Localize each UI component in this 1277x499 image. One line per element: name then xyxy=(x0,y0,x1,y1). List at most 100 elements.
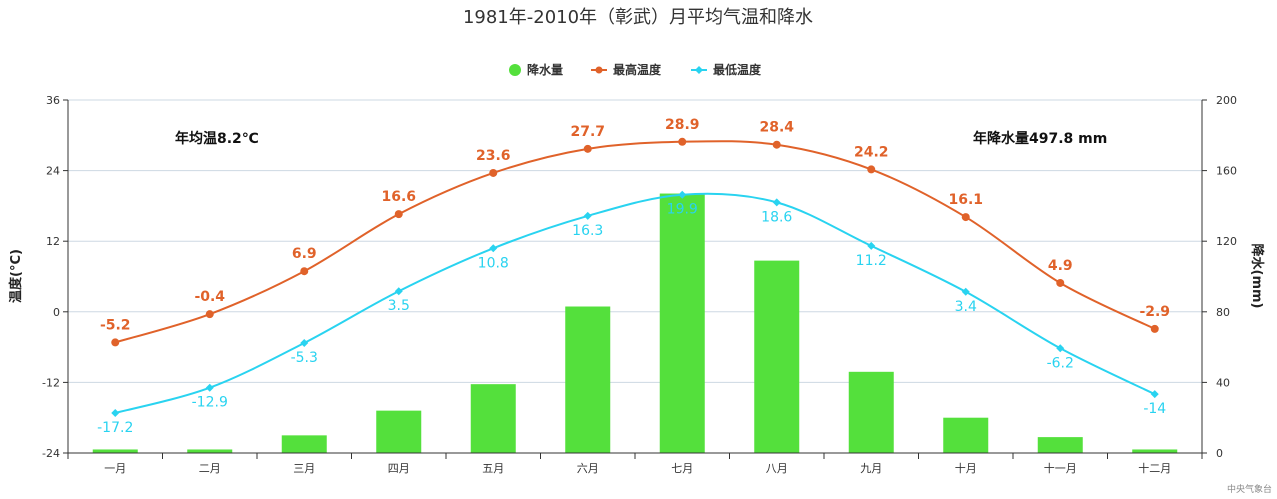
min-temp-point[interactable] xyxy=(583,211,592,220)
min-temp-label: 3.5 xyxy=(388,298,410,314)
max-temp-point[interactable] xyxy=(111,338,120,347)
max-temp-point[interactable] xyxy=(205,310,214,319)
precip-bar[interactable] xyxy=(565,306,611,453)
legend-max-marker xyxy=(595,66,603,74)
min-temp-line xyxy=(114,192,1156,414)
max-temp-label: 24.2 xyxy=(854,144,889,160)
precip-bar[interactable] xyxy=(754,260,800,453)
x-tick-label: 八月 xyxy=(766,462,788,475)
precip-bars xyxy=(92,193,1178,454)
min-temp-label: -14 xyxy=(1143,401,1166,417)
min-temp-label: 16.3 xyxy=(572,223,603,239)
legend-min-marker xyxy=(695,66,703,74)
max-temp-point[interactable] xyxy=(1056,278,1065,287)
min-temp-point[interactable] xyxy=(1150,390,1159,399)
precip-bar[interactable] xyxy=(470,384,516,453)
max-temp-point[interactable] xyxy=(300,267,309,276)
y-tick-label-right: 120 xyxy=(1216,235,1237,248)
gridlines xyxy=(68,99,1202,383)
credit-text: 中央气象台 xyxy=(1227,483,1272,495)
y-tick-label-right: 40 xyxy=(1216,376,1230,389)
legend-max-label[interactable]: 最高温度 xyxy=(613,62,662,77)
max-temp-label: 23.6 xyxy=(476,148,511,164)
x-tick-label: 四月 xyxy=(388,462,410,475)
max-temp-point[interactable] xyxy=(583,144,592,153)
temp-lines xyxy=(111,137,1159,417)
legend-min-label[interactable]: 最低温度 xyxy=(713,62,762,77)
max-temp-point[interactable] xyxy=(1150,324,1159,333)
y-tick-label-right: 200 xyxy=(1216,94,1237,107)
max-temp-label: 16.6 xyxy=(381,189,416,205)
precip-bar[interactable] xyxy=(943,417,989,453)
max-temp-point[interactable] xyxy=(961,213,970,222)
max-temp-label: 4.9 xyxy=(1048,258,1073,274)
x-tick-label: 十月 xyxy=(955,461,977,475)
max-temp-label: -5.2 xyxy=(100,317,131,333)
max-temp-point[interactable] xyxy=(394,210,403,219)
min-temp-label: 10.8 xyxy=(478,255,509,271)
precip-bar[interactable] xyxy=(659,193,705,454)
x-tick-label: 五月 xyxy=(482,462,504,475)
min-temp-label: -5.3 xyxy=(291,350,318,366)
x-tick-label: 十一月 xyxy=(1044,461,1077,475)
x-tick-label: 七月 xyxy=(671,462,693,475)
max-temp-label: 6.9 xyxy=(292,246,317,262)
min-temp-point[interactable] xyxy=(678,190,687,199)
y-tick-label-right: 80 xyxy=(1216,306,1230,319)
min-temp-label: -17.2 xyxy=(97,420,133,436)
max-temp-label: 28.4 xyxy=(759,120,794,136)
legend-precip-label[interactable]: 降水量 xyxy=(527,62,563,77)
x-tick-label: 九月 xyxy=(860,462,882,475)
precip-bar[interactable] xyxy=(848,371,894,453)
chart-title: 1981年-2010年（彰武）月平均气温和降水 xyxy=(463,7,813,28)
y-tick-label-left: 0 xyxy=(53,306,60,319)
y-axis-title-right: 降水(mm) xyxy=(1249,244,1265,309)
min-temp-point[interactable] xyxy=(1056,344,1065,353)
min-temp-label: 3.4 xyxy=(955,299,977,315)
precip-bar[interactable] xyxy=(376,410,422,453)
max-temp-label: -0.4 xyxy=(194,289,225,305)
max-temp-point[interactable] xyxy=(867,165,876,174)
y-tick-label-left: 12 xyxy=(46,235,60,248)
precip-bar[interactable] xyxy=(92,449,138,453)
x-tick-label: 一月 xyxy=(104,462,126,475)
min-temp-label: 19.9 xyxy=(667,202,698,218)
annual-precip-annotation: 年降水量497.8 mm xyxy=(973,130,1107,147)
precip-bar[interactable] xyxy=(187,449,233,453)
legend: 降水量 最高温度 最低温度 xyxy=(509,62,762,77)
legend-precip-marker xyxy=(509,64,521,76)
min-temp-point[interactable] xyxy=(961,287,970,296)
precip-bar[interactable] xyxy=(281,435,327,453)
x-tick-label: 三月 xyxy=(293,462,315,475)
max-temp-point[interactable] xyxy=(678,137,687,146)
min-temp-label: 18.6 xyxy=(761,209,792,225)
x-tick-label: 六月 xyxy=(577,462,599,475)
x-tick-label: 二月 xyxy=(199,462,221,475)
min-temp-label: -12.9 xyxy=(192,395,228,411)
axes: -24 -12 0 12 24 36 0 40 80 120 160 200 一月 二月 三月 四月 五月 六月 七… xyxy=(42,94,1237,475)
y-tick-label-left: -24 xyxy=(42,447,60,460)
min-temp-point[interactable] xyxy=(111,408,120,417)
annual-temp-annotation: 年均温8.2℃ xyxy=(175,130,259,147)
max-temp-label: 16.1 xyxy=(948,192,983,208)
precip-bar[interactable] xyxy=(1132,449,1178,453)
y-tick-label-left: -12 xyxy=(42,376,60,389)
data-labels: -5.2 -0.4 6.9 16.6 23.6 27.7 28.9 28.4 24.2 16.1 4… xyxy=(97,117,1170,436)
max-temp-line xyxy=(114,140,1156,344)
y-tick-label-left: 24 xyxy=(46,165,60,178)
min-temp-point[interactable] xyxy=(394,287,403,296)
min-temp-point[interactable] xyxy=(867,241,876,250)
min-temp-point[interactable] xyxy=(489,244,498,253)
y-tick-label-right: 0 xyxy=(1216,447,1223,460)
min-temp-point[interactable] xyxy=(300,338,309,347)
precip-bar[interactable] xyxy=(1037,437,1083,453)
y-tick-label-left: 36 xyxy=(46,94,60,107)
y-tick-label-right: 160 xyxy=(1216,165,1237,178)
max-temp-label: -2.9 xyxy=(1139,304,1170,320)
max-temp-point[interactable] xyxy=(489,168,498,177)
min-temp-point[interactable] xyxy=(772,198,781,207)
min-temp-point[interactable] xyxy=(205,383,214,392)
max-temp-point[interactable] xyxy=(772,140,781,149)
max-temp-label: 27.7 xyxy=(570,124,605,140)
